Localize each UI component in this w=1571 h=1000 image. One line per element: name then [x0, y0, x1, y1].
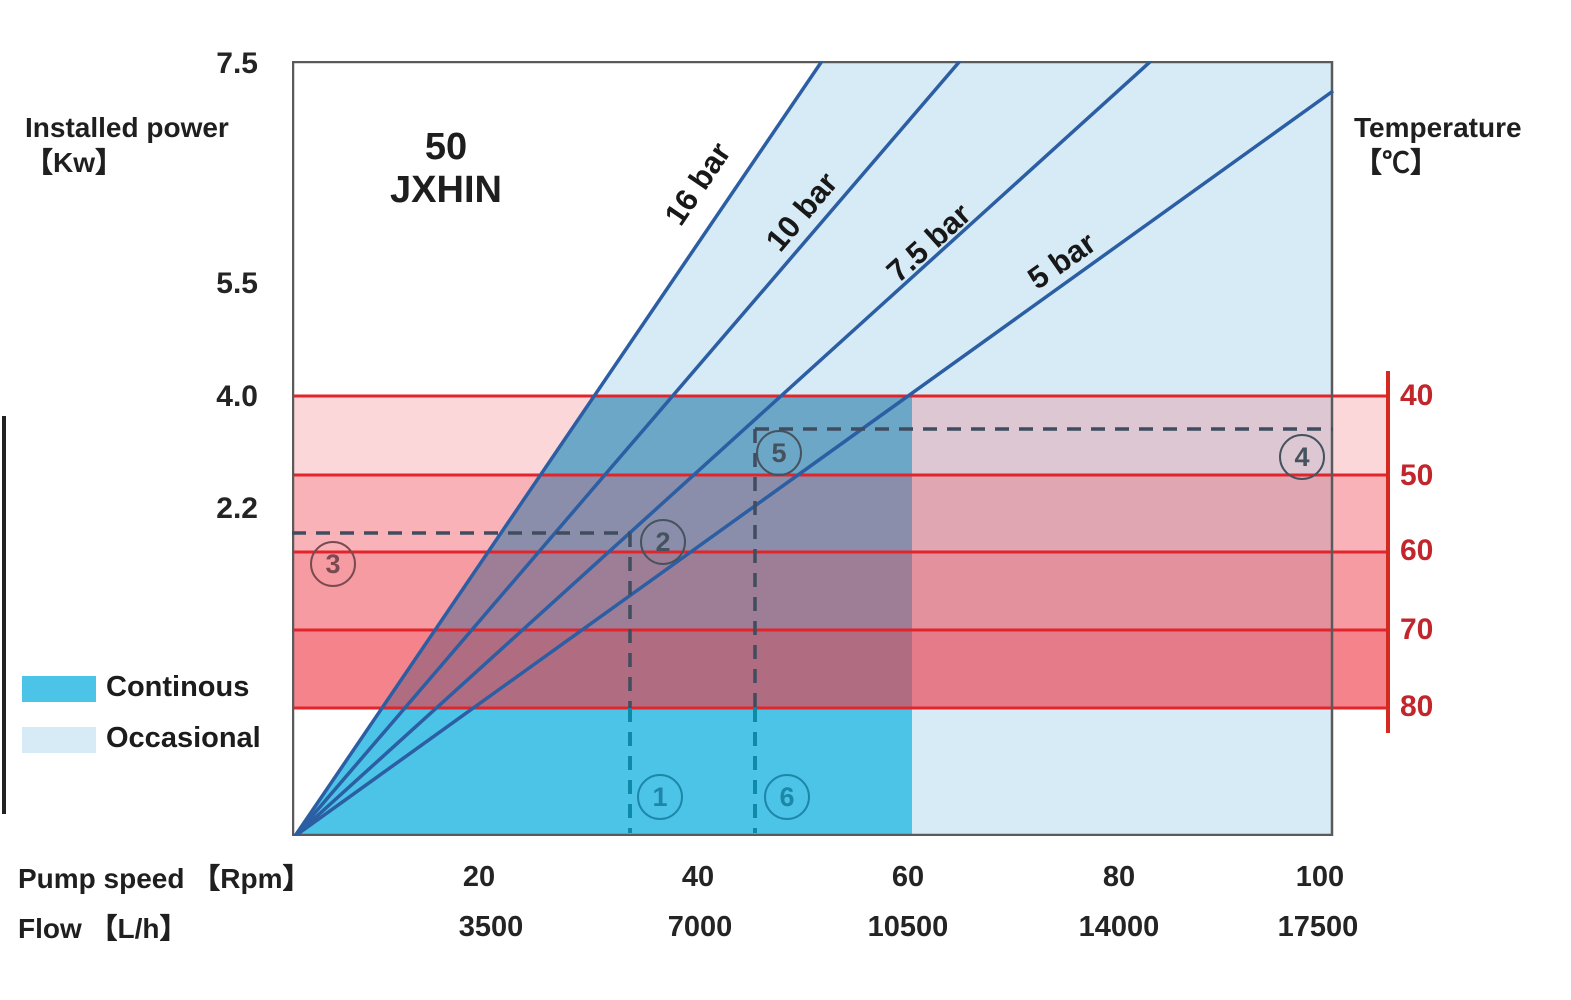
temperature-axis-title-line2: 【℃】 — [1354, 147, 1439, 178]
marker-1: 1 — [637, 774, 683, 820]
speed-tick-40: 40 — [681, 861, 715, 893]
pressure-line-10bar — [293, 61, 962, 836]
power-axis-title: Installed power 【Kw】 — [25, 110, 229, 180]
temp-tick-70: 70 — [1400, 613, 1434, 646]
speed-tick-20: 20 — [462, 861, 496, 893]
temp-tick-50: 50 — [1400, 459, 1434, 492]
power-tick-2p2: 2.2 — [216, 492, 258, 525]
speed-tick-60: 60 — [891, 861, 925, 893]
power-axis-title-line2: 【Kw】 — [25, 147, 124, 178]
speed-tick-100: 100 — [1295, 861, 1345, 893]
pressure-line-7p5bar — [293, 61, 1153, 836]
power-tick-4p0: 4.0 — [216, 380, 258, 413]
legend-label-continuous: Continous — [106, 671, 250, 703]
temp-tick-60: 60 — [1400, 534, 1434, 567]
temperature-axis-title-line1: Temperature — [1354, 112, 1522, 143]
power-tick-7p5: 7.5 — [216, 47, 258, 80]
temperature-axis-title: Temperature 【℃】 — [1354, 110, 1522, 180]
plot-border — [292, 61, 1334, 836]
flow-tick-3500: 3500 — [458, 911, 524, 943]
power-axis-title-line1: Installed power — [25, 112, 229, 143]
model-label: 50 JXHIN — [326, 126, 566, 212]
flow-axis-label: Flow 【L/h】 — [18, 913, 188, 944]
plot-canvas — [292, 61, 1390, 836]
pressure-line-5bar — [293, 89, 1335, 836]
flow-tick-17500: 17500 — [1277, 911, 1359, 943]
legend-swatch-occasional — [22, 727, 96, 753]
legend-swatch-continuous — [22, 676, 96, 702]
temp-band-70-80 — [292, 630, 1390, 708]
pressure-line-16bar — [293, 61, 824, 836]
left-edge-artifact — [2, 416, 6, 814]
temp-tick-40: 40 — [1400, 379, 1434, 412]
flow-tick-7000: 7000 — [667, 911, 733, 943]
marker-2: 2 — [640, 519, 686, 565]
flow-tick-10500: 10500 — [867, 911, 949, 943]
temp-band-40-50 — [292, 396, 1390, 475]
temp-band-60-70 — [292, 552, 1390, 630]
marker-5: 5 — [756, 430, 802, 476]
temp-tick-80: 80 — [1400, 690, 1434, 723]
marker-6: 6 — [764, 774, 810, 820]
marker-4: 4 — [1279, 434, 1325, 480]
speed-tick-80: 80 — [1102, 861, 1136, 893]
model-label-line1: 50 — [424, 126, 468, 168]
model-label-line2: JXHIN — [390, 169, 502, 211]
speed-axis-label: Pump speed 【Rpm】 — [18, 863, 311, 894]
marker-3: 3 — [310, 541, 356, 587]
legend-label-occasional: Occasional — [106, 722, 261, 754]
temp-band-50-60 — [292, 475, 1390, 552]
flow-tick-14000: 14000 — [1078, 911, 1160, 943]
power-tick-5p5: 5.5 — [216, 267, 258, 300]
